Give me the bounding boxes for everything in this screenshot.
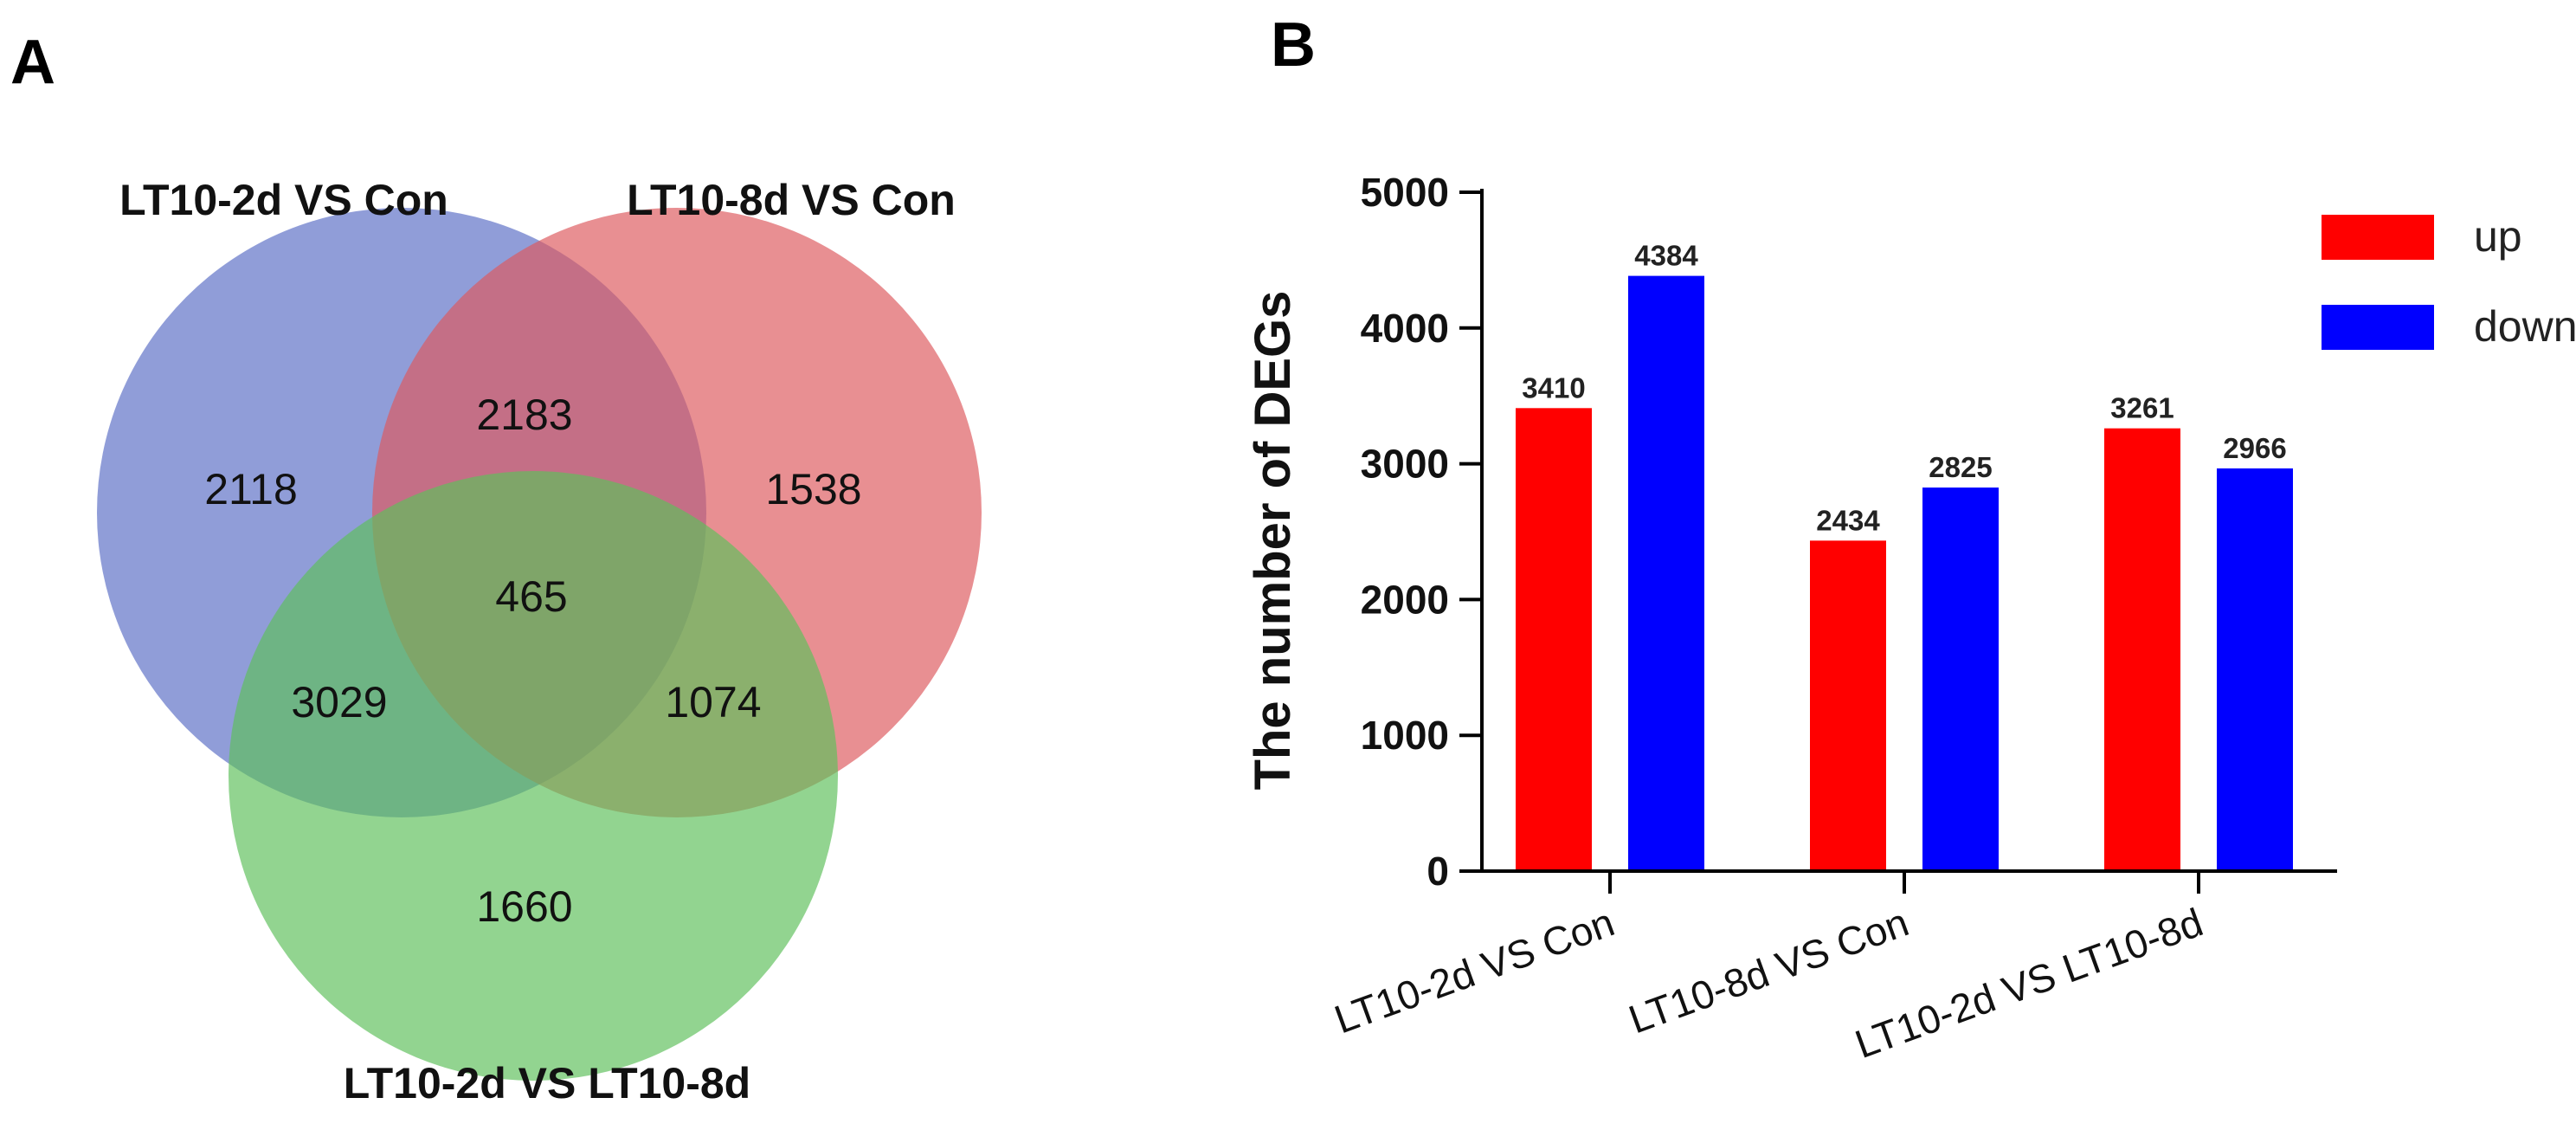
data-label-down-1: 4384 — [1634, 240, 1698, 272]
data-label-up-2: 2434 — [1816, 504, 1880, 536]
data-label-up-1: 3410 — [1522, 371, 1585, 404]
y-tick-label-2000: 2000 — [1361, 577, 1449, 622]
venn-count-2d-con-and-2d-8d: 3029 — [291, 678, 387, 726]
venn-count-all-three: 465 — [495, 572, 567, 621]
panel-b-letter: B — [1271, 10, 1316, 80]
y-tick-label-4000: 4000 — [1361, 306, 1449, 351]
venn-count-8d-con-and-2d-8d: 1074 — [665, 678, 761, 726]
venn-circle-2d-vs-8d — [229, 471, 838, 1081]
data-label-group: 3410 2434 3261 4384 2825 2966 — [1522, 240, 2286, 537]
data-label-down-2: 2825 — [1929, 451, 1992, 483]
venn-set-label-8d-vs-con: LT10-8d VS Con — [627, 176, 956, 224]
venn-count-only-2d-8d: 1660 — [476, 882, 572, 931]
venn-set-label-2d-vs-con: LT10-2d VS Con — [119, 176, 448, 224]
y-tick-label-5000: 5000 — [1361, 170, 1449, 215]
x-tick-label-1: LT10-2d VS Con — [1329, 900, 1620, 1043]
legend-label-down: down — [2474, 302, 2576, 351]
data-label-up-3: 3261 — [2110, 392, 2174, 424]
y-tick-label-1000: 1000 — [1361, 713, 1449, 758]
bar-down-2 — [1922, 488, 1999, 871]
panel-a-letter: A — [10, 28, 55, 97]
bar-group — [1516, 275, 2293, 871]
bar-down-3 — [2217, 468, 2293, 871]
bar-up-2 — [1810, 540, 1886, 871]
venn-count-only-2d-con: 2118 — [204, 465, 298, 513]
y-axis-title: The number of DEGs — [1245, 291, 1301, 791]
data-label-down-3: 2966 — [2223, 432, 2286, 464]
bar-down-1 — [1628, 275, 1704, 871]
legend-swatch-up — [2322, 215, 2434, 260]
y-tick-label-3000: 3000 — [1361, 442, 1449, 487]
legend: up down — [2322, 212, 2576, 351]
legend-label-up: up — [2474, 212, 2522, 261]
bar-chart: 3410 2434 3261 4384 2825 2966 0 1000 2000 3000 40… — [1245, 170, 2576, 1067]
legend-swatch-down — [2322, 305, 2434, 350]
y-tick-label-0: 0 — [1426, 849, 1449, 894]
venn-count-2d-con-and-8d-con: 2183 — [476, 391, 572, 439]
venn-diagram: LT10-2d VS Con LT10-8d VS Con LT10-2d VS… — [97, 176, 982, 1107]
y-axis: 0 1000 2000 3000 4000 5000 — [1361, 170, 1484, 894]
bar-up-1 — [1516, 408, 1592, 871]
venn-set-label-2d-vs-8d: LT10-2d VS LT10-8d — [344, 1059, 750, 1107]
bar-up-3 — [2104, 428, 2180, 871]
venn-count-only-8d-con: 1538 — [765, 465, 861, 513]
